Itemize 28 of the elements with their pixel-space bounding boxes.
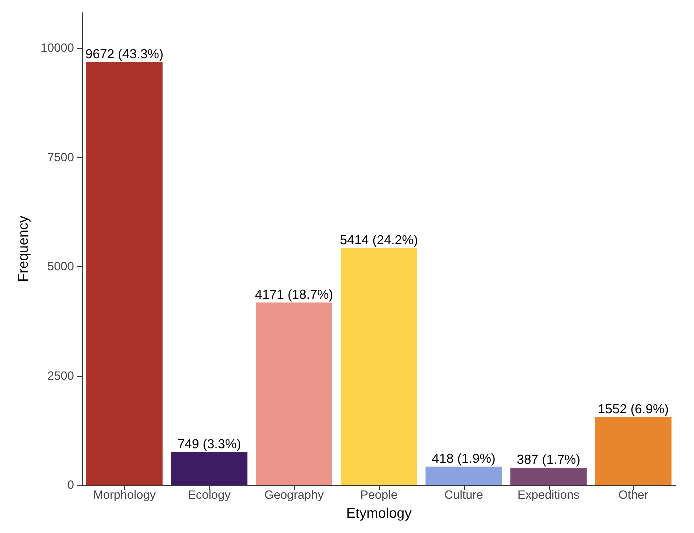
x-tick-label: Morphology — [93, 488, 156, 502]
x-tick-label: Other — [618, 488, 649, 502]
y-tick-label: 10000 — [40, 40, 75, 55]
bar — [595, 417, 672, 486]
x-tick-label: People — [360, 488, 398, 502]
data-label: 418 (1.9%) — [432, 450, 496, 466]
y-tick-label: 2500 — [48, 368, 75, 383]
y-tick-label: 7500 — [48, 150, 75, 164]
y-axis-title: Frequency — [15, 216, 31, 282]
bar — [426, 466, 502, 486]
bar — [171, 452, 248, 486]
x-tick-label: Geography — [264, 488, 324, 502]
data-label: 749 (3.3%) — [178, 436, 242, 452]
y-tick-label: 5000 — [48, 260, 75, 274]
x-tick-label: Culture — [444, 488, 484, 502]
bar — [510, 468, 587, 486]
data-label: 5414 (24.2%) — [340, 232, 418, 248]
bar — [86, 62, 163, 486]
bar — [340, 248, 418, 486]
y-tick-label: 0 — [68, 478, 75, 492]
data-label: 4171 (18.7%) — [255, 286, 334, 302]
x-axis-title: Etymology — [346, 505, 412, 521]
bar — [256, 302, 332, 486]
data-label: 9672 (43.3%) — [86, 46, 164, 62]
data-label: 1552 (6.9%) — [598, 401, 670, 416]
data-label: 387 (1.7%) — [516, 452, 581, 468]
x-tick-label: Expeditions — [518, 488, 580, 502]
x-tick-label: Ecology — [188, 488, 231, 502]
